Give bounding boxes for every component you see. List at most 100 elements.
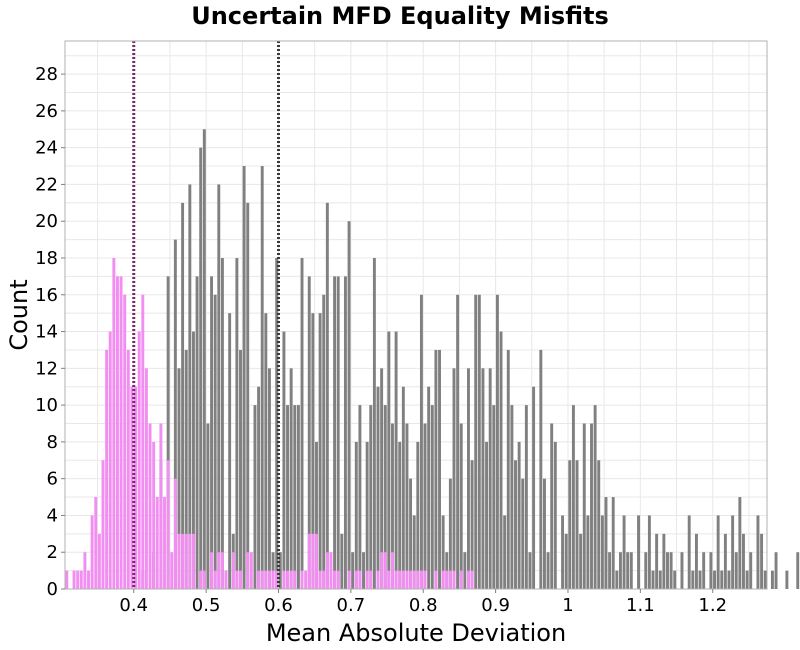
y-tick-label: 2: [47, 542, 58, 563]
histogram-bar-magenta: [333, 570, 337, 589]
histogram-bar-gray: [503, 515, 507, 589]
gray-series: [141, 129, 800, 589]
magenta-series: [65, 257, 474, 589]
histogram-bar-gray: [485, 441, 489, 589]
histogram-bar-magenta: [94, 497, 98, 589]
histogram-bar-magenta: [235, 570, 239, 589]
histogram-bar-magenta: [470, 570, 474, 589]
histogram-bar-magenta: [184, 533, 188, 589]
histogram-bar-magenta: [134, 386, 138, 589]
histogram-bar-magenta: [119, 276, 123, 589]
histogram-bar-magenta: [315, 533, 318, 589]
histogram-bar-gray: [181, 202, 185, 589]
histogram-bar-gray: [286, 405, 290, 589]
histogram-bar-gray: [228, 313, 232, 589]
x-tick-label: 0.8: [409, 595, 438, 616]
histogram-bar-magenta: [220, 552, 224, 589]
histogram-bar-magenta: [155, 497, 159, 589]
histogram-bar-gray: [362, 552, 365, 589]
histogram-bar-gray: [742, 533, 745, 589]
histogram-bar-magenta: [394, 570, 398, 589]
histogram-bar-gray: [434, 349, 438, 589]
grid: [65, 41, 767, 589]
histogram-bar-magenta: [293, 570, 297, 589]
histogram-bar-magenta: [401, 570, 405, 589]
histogram-bar-gray: [514, 460, 517, 589]
histogram-bar-gray: [528, 552, 532, 589]
y-tick-label: 26: [35, 101, 58, 122]
histogram-bar-magenta: [354, 570, 358, 589]
histogram-bar-gray: [694, 533, 698, 589]
histogram-bar-gray: [720, 570, 724, 589]
histogram-bar-gray: [380, 368, 384, 589]
histogram-bar-gray: [604, 497, 608, 589]
histogram-bar-gray: [419, 294, 423, 589]
histogram-bar-magenta: [380, 552, 384, 589]
histogram-bar-gray: [662, 533, 666, 589]
histogram-bar-gray: [749, 552, 753, 589]
histogram-bar-gray: [467, 368, 470, 589]
histogram-bar-magenta: [199, 570, 203, 589]
histogram-bar-gray: [409, 478, 413, 589]
histogram-bar-gray: [687, 515, 691, 589]
histogram-bar-gray: [347, 221, 351, 589]
histogram-bar-magenta: [87, 570, 90, 589]
histogram-bar-gray: [590, 423, 593, 589]
histogram-bar-magenta: [441, 570, 445, 589]
histogram-bar-magenta: [275, 570, 279, 589]
y-tick-label: 4: [47, 505, 58, 526]
histogram-bar-gray: [235, 257, 239, 589]
histogram-bar-gray: [354, 441, 358, 589]
histogram-bar-magenta: [152, 441, 156, 589]
y-tick-label: 28: [35, 64, 58, 85]
histogram-bar-gray: [698, 570, 702, 589]
histogram-bar-gray: [731, 515, 735, 589]
histogram-bar-gray: [582, 423, 586, 589]
histogram-bar-gray: [774, 552, 778, 589]
histogram-bar-magenta: [210, 552, 214, 589]
histogram-bar-magenta: [383, 552, 387, 589]
histogram-bar-magenta: [459, 570, 463, 589]
histogram-bar-gray: [369, 405, 373, 589]
histogram-bar-gray: [438, 349, 441, 589]
histogram-bar-magenta: [90, 515, 94, 589]
histogram-bar-gray: [481, 368, 485, 589]
histogram-bar-gray: [300, 257, 304, 589]
histogram-bar-magenta: [144, 368, 148, 589]
y-tick-label: 22: [35, 174, 58, 195]
histogram-bar-gray: [325, 202, 329, 589]
histogram-bar-gray: [412, 515, 416, 589]
histogram-bar-magenta: [387, 570, 391, 589]
histogram-bar-gray: [188, 184, 192, 589]
histogram-bar-gray: [785, 570, 789, 589]
histogram-bar-magenta: [304, 570, 308, 589]
histogram-bar-gray: [539, 349, 543, 589]
histogram-bar-magenta: [249, 552, 253, 589]
y-tick-label: 18: [35, 248, 58, 269]
histogram-bar-gray: [166, 276, 170, 589]
histogram-bar-gray: [553, 441, 557, 589]
histogram-bar-gray: [474, 294, 478, 589]
histogram-bar-gray: [199, 147, 203, 589]
histogram-bar-magenta: [329, 552, 333, 589]
chart-title: Uncertain MFD Equality Misfits: [191, 2, 609, 30]
histogram-bar-gray: [336, 276, 340, 589]
histogram-bar-gray: [524, 405, 528, 589]
histogram-bar-magenta: [148, 423, 152, 589]
histogram-bar-magenta: [264, 570, 268, 589]
histogram-bar-gray: [651, 570, 655, 589]
histogram-bar-gray: [622, 515, 626, 589]
histogram-bar-magenta: [423, 570, 427, 589]
y-tick-label: 16: [35, 285, 58, 306]
histogram-bar-gray: [242, 166, 246, 589]
histogram-bar-gray: [597, 460, 601, 589]
histogram-bar-gray: [579, 533, 583, 589]
histogram-bar-gray: [760, 533, 764, 589]
histogram-bar-gray: [430, 405, 434, 589]
y-tick-label: 20: [35, 211, 58, 232]
histogram-bar-gray: [463, 552, 467, 589]
histogram-bar-gray: [202, 129, 206, 589]
histogram-bar-gray: [745, 570, 749, 589]
histogram-bar-gray: [532, 386, 536, 589]
